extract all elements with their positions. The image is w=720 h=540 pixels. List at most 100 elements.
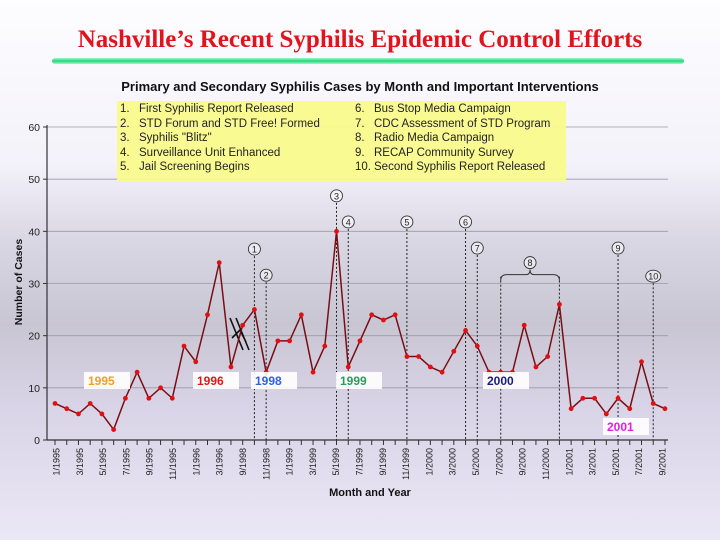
- y-tick-label: 40: [28, 226, 40, 238]
- x-tick-label: 11/1999: [401, 448, 411, 480]
- intervention-number: 4: [346, 217, 351, 227]
- y-tick-label: 0: [34, 435, 40, 447]
- legend-number: 1.: [120, 103, 130, 115]
- y-tick-label: 10: [28, 383, 40, 395]
- legend-label: CDC Assessment of STD Program: [374, 117, 551, 130]
- legend-label: Jail Screening Begins: [139, 161, 250, 173]
- legend-item: 4. Surveillance Unit Enhanced: [120, 146, 320, 161]
- data-point: [392, 312, 398, 318]
- data-point: [639, 359, 644, 365]
- axis-break-icon: [229, 317, 250, 351]
- legend-number: 8.: [355, 132, 365, 144]
- intervention-marker: [341, 215, 355, 229]
- x-axis-label: Month and Year: [329, 487, 411, 499]
- legend-item: 1. First Syphilis Report Released: [120, 102, 320, 117]
- data-point: [87, 401, 93, 406]
- intervention-number: 9: [616, 244, 621, 254]
- x-tick-label: 7/2000: [494, 448, 504, 476]
- intervention-marker: [611, 241, 625, 255]
- x-tick-label: 7/2001: [634, 448, 644, 476]
- data-point: [381, 317, 386, 323]
- x-tick-label: 9/2001: [658, 448, 668, 476]
- x-tick-label: 5/2000: [471, 448, 481, 476]
- data-point: [111, 427, 117, 432]
- data-point: [169, 395, 175, 401]
- x-tick-label: 1/1999: [285, 448, 295, 476]
- data-point: [205, 312, 210, 318]
- data-point: [556, 301, 562, 307]
- intervention-marker: [330, 189, 343, 203]
- data-point: [416, 354, 422, 359]
- data-point: [521, 322, 527, 328]
- x-tick-label: 3/1995: [75, 448, 85, 476]
- data-point: [357, 338, 363, 344]
- legend-number: 6.: [355, 103, 365, 115]
- x-tick-label: 7/1995: [121, 448, 131, 476]
- intervention-marker: [259, 268, 273, 282]
- x-tick-label: 9/1998: [238, 448, 248, 476]
- x-tick-label: 5/1999: [331, 448, 341, 476]
- data-point: [650, 401, 656, 406]
- y-tick-label: 20: [28, 331, 40, 343]
- legend-item: 3. Syphilis "Blitz": [120, 131, 320, 146]
- x-tick-label: 5/2001: [611, 448, 621, 476]
- legend-item: 8. Radio Media Campaign: [355, 131, 550, 146]
- intervention-number: 8: [528, 258, 533, 268]
- data-point: [603, 411, 609, 417]
- legend-number: 2.: [120, 117, 130, 130]
- legend-item: 6. Bus Stop Media Campaign: [355, 102, 550, 117]
- y-tick-label: 50: [28, 174, 40, 186]
- data-point: [404, 354, 410, 359]
- year-label: 1996: [197, 374, 224, 388]
- intervention-number: 6: [463, 217, 468, 227]
- legend-label: Surveillance Unit Enhanced: [139, 146, 281, 159]
- year-label-bg: [84, 372, 130, 389]
- intervention-marker: [247, 242, 261, 256]
- legend-number: 4.: [120, 146, 130, 159]
- x-tick-label: 1/1996: [191, 448, 201, 476]
- data-point: [474, 343, 480, 349]
- legend-label: RECAP Community Survey: [374, 146, 514, 159]
- y-tick-label: 60: [28, 122, 40, 134]
- year-label-bg: [603, 418, 649, 435]
- legend-number: 9.: [355, 146, 365, 159]
- legend-item: 2. STD Forum and STD Free! Formed: [120, 117, 320, 132]
- intervention-marker: [645, 269, 662, 283]
- year-label-bg: [483, 372, 529, 389]
- data-point: [592, 395, 597, 401]
- data-point: [99, 411, 105, 417]
- legend-label: Bus Stop Media Campaign: [374, 103, 511, 115]
- data-point: [545, 354, 551, 359]
- data-point: [158, 385, 163, 391]
- y-axis-label: Number of Cases: [13, 238, 25, 326]
- x-tick-label: 9/1999: [378, 448, 388, 476]
- intervention-bracket: [500, 269, 560, 281]
- intervention-number: 2: [264, 271, 269, 281]
- data-point: [216, 260, 222, 266]
- intervention-number: 1: [252, 245, 257, 255]
- legend-label: Syphilis "Blitz": [139, 132, 212, 144]
- data-point: [240, 322, 246, 328]
- title-divider: [52, 58, 684, 64]
- data-point: [463, 328, 468, 333]
- x-tick-label: 3/2001: [588, 448, 598, 476]
- data-point: [76, 411, 81, 417]
- data-point: [193, 359, 199, 365]
- data-point: [369, 312, 375, 318]
- data-point: [568, 406, 574, 412]
- legend-label: Radio Media Campaign: [374, 132, 495, 144]
- intervention-number: 10: [648, 272, 658, 282]
- data-point: [580, 395, 586, 401]
- legend-item: 7. CDC Assessment of STD Program: [355, 117, 550, 132]
- slide-title: Nashville’s Recent Syphilis Epidemic Con…: [77, 26, 643, 53]
- data-point: [287, 338, 292, 344]
- intervention-marker: [459, 215, 472, 229]
- data-point: [52, 401, 58, 406]
- year-label-bg: [251, 372, 297, 389]
- x-tick-label: 1/2001: [564, 448, 574, 476]
- data-point: [228, 364, 234, 370]
- year-label: 1995: [88, 374, 115, 388]
- series-line: [54, 231, 666, 432]
- x-tick-label: 11/2000: [541, 448, 551, 480]
- year-label: 1998: [255, 374, 282, 388]
